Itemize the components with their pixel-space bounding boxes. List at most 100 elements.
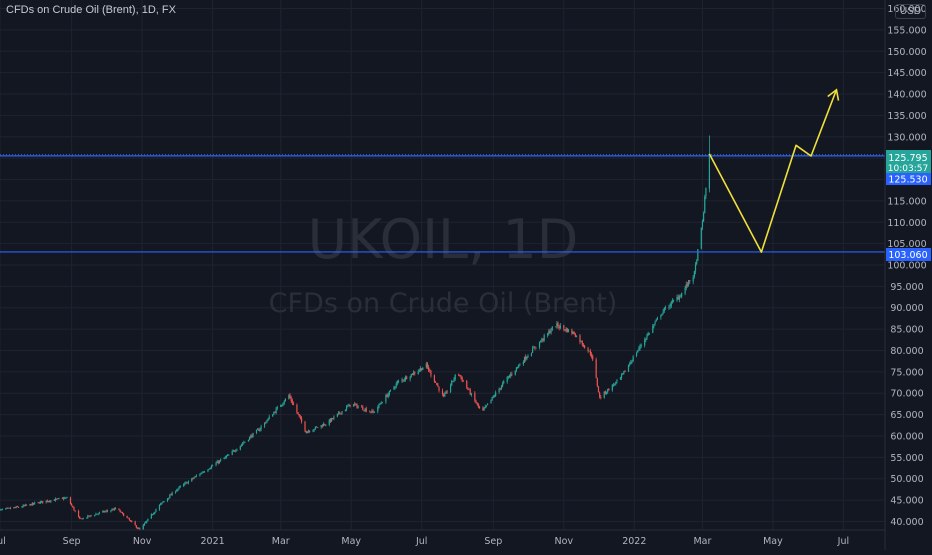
candle-body (574, 334, 576, 337)
candle-body (500, 386, 503, 389)
candle-body (660, 315, 662, 318)
candle-body (243, 442, 245, 444)
candle-body (265, 422, 267, 424)
candle-body (39, 501, 42, 504)
candle-body (678, 296, 680, 300)
candle-body (235, 450, 237, 452)
horizontal-lines (0, 154, 885, 253)
candle-body (406, 376, 408, 379)
candle-body (324, 424, 326, 426)
candle-body (305, 430, 307, 433)
candle-body (693, 271, 695, 277)
candle-body (476, 402, 478, 404)
level2-value: 103.060 (888, 250, 927, 261)
candle-body (484, 406, 486, 409)
candle-body (236, 449, 238, 451)
candle-body (111, 509, 113, 511)
candle-body (25, 504, 28, 506)
candle-body (370, 411, 372, 413)
candle-body (330, 418, 333, 422)
candle-body (462, 380, 464, 382)
x-tick-label: Sep (484, 536, 502, 547)
candle-body (395, 383, 397, 387)
candle-body (332, 418, 334, 420)
candle-body (516, 366, 519, 368)
candle-body (13, 507, 15, 509)
candle-body (526, 357, 528, 360)
candle-body (388, 390, 390, 395)
candle-body (595, 359, 597, 378)
candle-body (428, 367, 430, 371)
candle-body (564, 329, 566, 331)
candle-body (54, 498, 57, 501)
y-tick-label: 90.000 (890, 303, 923, 314)
candle-body (444, 393, 446, 397)
candle-body (72, 505, 74, 508)
candle-body (30, 504, 32, 506)
candle-body (147, 518, 149, 522)
candle-body (329, 419, 332, 422)
x-tick-label: Nov (555, 536, 574, 547)
candle-body (451, 380, 453, 385)
candle-body (668, 307, 670, 309)
candle-body (354, 403, 356, 405)
candle-body (191, 478, 193, 482)
candle-body (340, 413, 342, 415)
y-tick-label: 150.000 (887, 47, 926, 58)
candle-body (207, 469, 209, 472)
candle-body (118, 508, 120, 510)
candle-body (184, 482, 186, 485)
candle-body (607, 388, 609, 393)
candle-body (8, 507, 10, 509)
candle-body (608, 388, 610, 391)
symbol-header[interactable]: CFDs on Crude Oil (Brent), 1D, FX (6, 4, 176, 16)
candle-body (477, 403, 479, 407)
candle-body (289, 394, 291, 398)
candle-body (328, 419, 330, 425)
candle-body (437, 384, 439, 387)
candle-body (38, 502, 40, 504)
candle-body (131, 520, 133, 522)
candle-body (258, 429, 260, 431)
candle-body (128, 518, 130, 521)
candle-body (299, 416, 301, 419)
candle-body (82, 517, 84, 520)
candle-body (150, 514, 152, 519)
candle-body (671, 300, 674, 303)
candle-body (248, 436, 251, 441)
level2-badge-bg (886, 248, 931, 261)
candle-body (321, 425, 323, 427)
candle-body (378, 404, 380, 408)
candle-body (596, 378, 598, 387)
candle-body (106, 510, 109, 512)
candle-body (495, 392, 497, 397)
candle-body (411, 373, 414, 375)
y-tick-label: 75.000 (890, 367, 923, 378)
candle-body (90, 515, 92, 517)
candle-body (208, 468, 210, 470)
candle-body (6, 508, 8, 509)
candle-body (565, 328, 567, 331)
candle-body (677, 297, 679, 300)
candle-body (485, 405, 488, 407)
y-tick-label: 85.000 (890, 325, 923, 336)
y-tick-label: 130.000 (887, 132, 926, 143)
candle-body (349, 404, 351, 407)
candle-body (567, 329, 570, 333)
candle-body (540, 341, 542, 343)
candle-body (186, 482, 188, 484)
candle-body (127, 517, 129, 519)
candle-body (14, 507, 16, 509)
candle-body (527, 355, 529, 357)
currency-selector[interactable]: USD (894, 4, 926, 19)
candle-body (175, 491, 177, 493)
candle-body (522, 362, 524, 365)
candle-body (5, 508, 7, 510)
candle-body (542, 338, 544, 340)
candle-body (533, 347, 535, 349)
y-tick-label: 45.000 (890, 496, 923, 507)
candle-body (511, 373, 513, 375)
candle-body (697, 249, 699, 261)
